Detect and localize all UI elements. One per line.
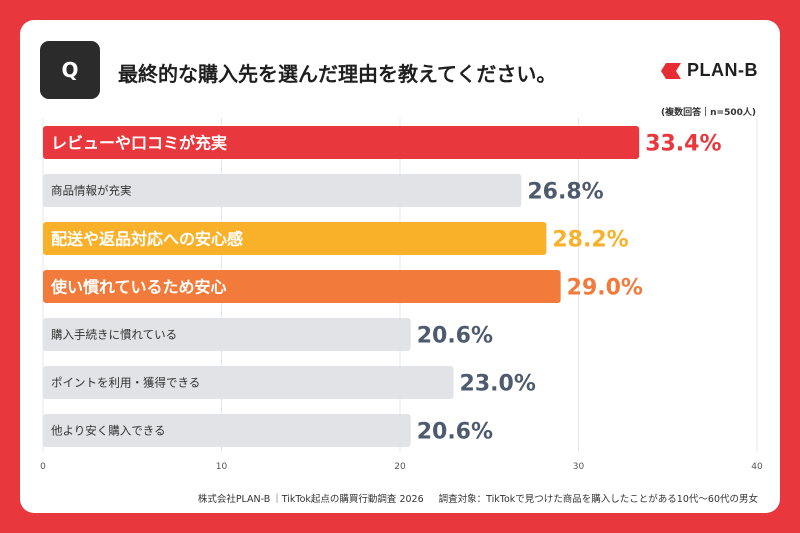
bar-category-label: ポイントを利用・獲得できる bbox=[51, 376, 200, 390]
bar-value-label: 33.4% bbox=[645, 132, 721, 157]
x-tick-label: 30 bbox=[573, 462, 585, 472]
bar bbox=[43, 174, 522, 207]
bar-value-label: 20.6% bbox=[417, 420, 493, 445]
footer-survey: ｜TikTok起点の購買行動調査 2026 bbox=[272, 494, 424, 505]
bar-value-label: 28.2% bbox=[552, 228, 628, 253]
bar bbox=[43, 126, 640, 159]
question-title: 最終的な購入先を選んだ理由を教えてください。 bbox=[118, 62, 557, 86]
footer-target: 調査対象：TikTokで見つけた商品を購入したことがある10代〜60代の男女 bbox=[438, 494, 758, 505]
bar-category-label: レビューや口コミが充実 bbox=[51, 134, 227, 153]
bar bbox=[43, 270, 561, 303]
bar-category-label: 配送や返品対応への安心感 bbox=[51, 230, 243, 249]
bar-category-label: 使い慣れているため安心 bbox=[50, 278, 227, 297]
footer-company: 株式会社PLAN-B bbox=[197, 494, 271, 505]
bar-value-label: 23.0% bbox=[460, 372, 536, 397]
bar-category-label: 購入手続きに慣れている bbox=[51, 328, 177, 342]
bar bbox=[43, 222, 547, 255]
bar bbox=[43, 318, 411, 351]
question-badge: Q bbox=[40, 41, 100, 99]
bar-value-label: 29.0% bbox=[567, 276, 643, 301]
footer: 株式会社PLAN-B ｜TikTok起点の購買行動調査 2026 調査対象：Tik… bbox=[20, 491, 758, 505]
brand-name: PLAN-B bbox=[687, 60, 758, 80]
bar-category-label: 商品情報が充実 bbox=[51, 184, 132, 198]
sample-note: (複数回答｜n=500人) bbox=[661, 108, 756, 118]
x-tick-label: 20 bbox=[394, 462, 406, 472]
bar-value-label: 26.8% bbox=[527, 180, 603, 205]
bar-value-label: 20.6% bbox=[417, 324, 493, 349]
x-tick-label: 0 bbox=[40, 462, 46, 472]
x-tick-label: 10 bbox=[216, 462, 228, 472]
bar bbox=[43, 366, 454, 399]
chart-card: Q 最終的な購入先を選んだ理由を教えてください。 PLAN-B (複数回答｜n=… bbox=[20, 20, 780, 513]
x-tick-label: 40 bbox=[751, 462, 763, 472]
brand-logo: PLAN-B bbox=[661, 60, 758, 81]
plan-b-logo-icon bbox=[661, 62, 681, 79]
bar-chart: 0 10 20 30 40 レビューや口コミが充実 33.4% 商品情報が充実 26.8% 配送や… bbox=[40, 118, 763, 472]
bar bbox=[43, 414, 411, 447]
bar-category-label: 他より安く購入できる bbox=[51, 424, 166, 438]
